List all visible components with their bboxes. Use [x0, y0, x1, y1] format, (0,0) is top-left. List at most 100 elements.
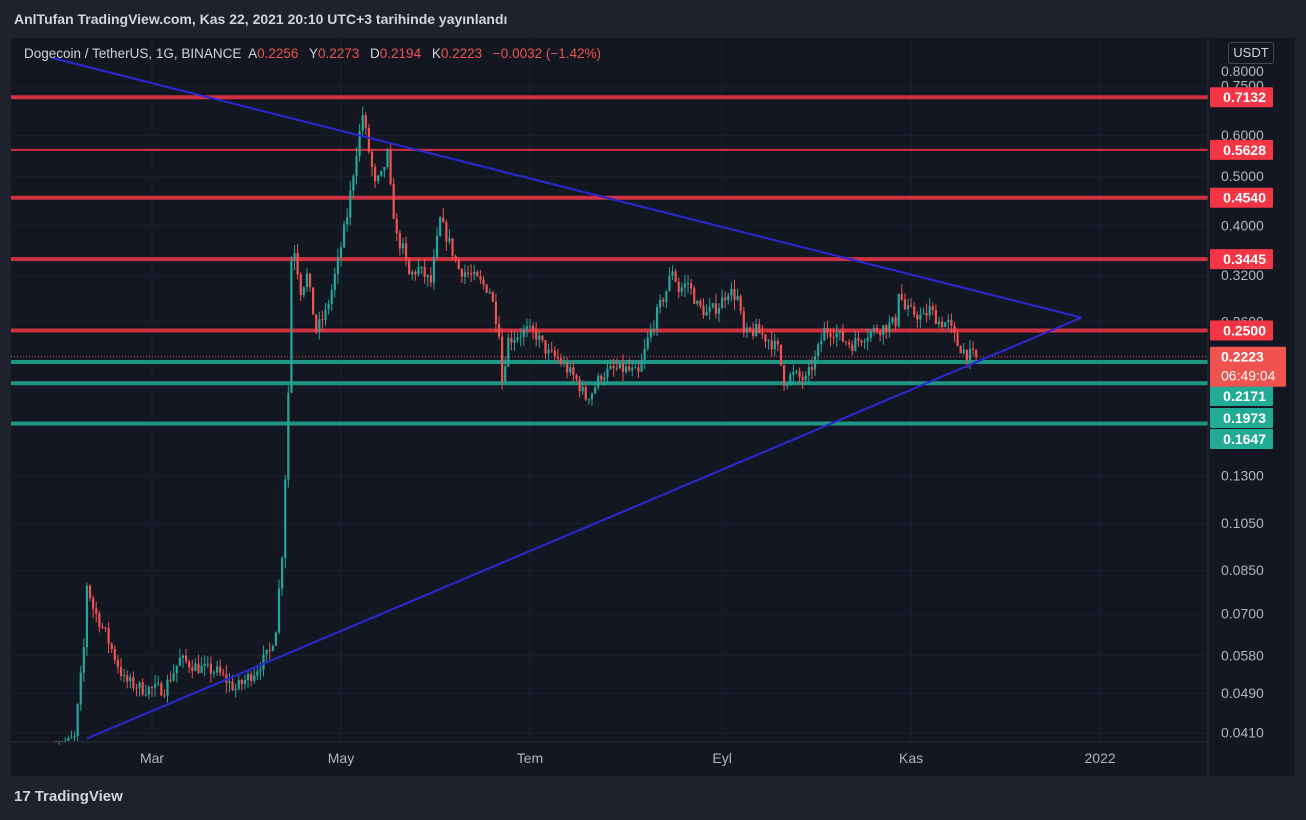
candle-body — [590, 393, 594, 400]
price-tick-label: 0.0850 — [1221, 562, 1264, 578]
candle-body — [919, 314, 922, 320]
candle-body — [321, 319, 324, 321]
price-tick-label: 0.3200 — [1221, 267, 1264, 283]
candle-body — [875, 327, 879, 333]
candle-body — [916, 314, 919, 320]
candle-body — [913, 306, 916, 315]
candle-body — [869, 331, 872, 338]
trendlines[interactable] — [52, 57, 1082, 740]
candle-body — [327, 303, 330, 310]
price-tick-label: 0.5000 — [1221, 168, 1264, 184]
candle-body — [671, 271, 674, 276]
close-label: K — [431, 46, 441, 61]
candle-body — [668, 275, 671, 291]
candle-body — [129, 677, 132, 682]
candle-body — [621, 362, 625, 372]
candle-body — [940, 321, 944, 328]
candle-body — [70, 737, 73, 739]
candle-body — [879, 332, 882, 336]
candle-body — [85, 585, 89, 648]
candle-body — [897, 293, 900, 327]
candle-body — [640, 360, 643, 372]
candle-body — [513, 339, 516, 343]
candle-body — [231, 681, 234, 691]
candle-body — [346, 217, 349, 225]
candle-body — [144, 694, 147, 696]
candle-body — [804, 375, 807, 381]
candle-body — [798, 371, 801, 377]
candle-body — [612, 365, 615, 368]
candle-body — [448, 238, 451, 242]
candle-body — [649, 329, 652, 338]
candle-body — [770, 340, 773, 350]
candle-body — [937, 321, 941, 325]
candle-body — [175, 665, 178, 674]
candle-body — [891, 317, 894, 323]
symbol-name[interactable]: Dogecoin / TetherUS, 1G, BINANCE — [24, 46, 242, 61]
level-price-label: 0.4540 — [1223, 190, 1266, 206]
candle-body — [928, 306, 931, 316]
candle-body — [628, 366, 631, 371]
candle-body — [256, 671, 259, 676]
chart-pane[interactable] — [11, 38, 1295, 776]
candle-body — [401, 243, 405, 249]
candle-body — [494, 301, 498, 324]
candle-body — [841, 331, 845, 342]
candle-body — [547, 349, 550, 354]
publication-header: AnlTufan TradingView.com, Kas 22, 2021 2… — [0, 0, 1306, 38]
candle-body — [491, 291, 494, 302]
candle-body — [556, 356, 559, 359]
candle-body — [888, 322, 891, 332]
time-axis[interactable]: Mar May Tem Eyl Kas 2022 — [140, 750, 1116, 766]
publication-info: AnlTufan TradingView.com, Kas 22, 2021 2… — [14, 11, 508, 27]
candle-body — [677, 281, 680, 292]
time-tick-label: Kas — [899, 750, 923, 766]
candle-body — [268, 649, 271, 651]
candle-body — [361, 115, 364, 131]
candle-body — [863, 341, 866, 343]
candle-body — [228, 681, 231, 683]
candle-body — [497, 323, 501, 337]
candle-body — [531, 325, 535, 331]
trendline[interactable] — [52, 57, 1082, 319]
candle-body — [739, 295, 742, 312]
candle-body — [302, 287, 305, 296]
candle-body — [575, 375, 578, 380]
candle-body — [767, 340, 770, 342]
candle-body — [516, 337, 519, 340]
candle-body — [336, 257, 340, 274]
candle-body — [968, 348, 972, 361]
candle-body — [544, 340, 547, 354]
candle-body — [813, 356, 817, 370]
support-price-label: 0.1647 — [1223, 431, 1266, 447]
candle-body — [212, 672, 216, 674]
candle-body — [67, 738, 70, 741]
time-tick-label: May — [328, 750, 354, 766]
candle-body — [662, 299, 665, 302]
horizontal-levels[interactable] — [11, 95, 1208, 426]
candle-body — [219, 666, 222, 673]
candle-body — [194, 663, 197, 672]
candle-body — [178, 657, 181, 666]
candle-body — [445, 222, 448, 242]
candle-body — [922, 312, 925, 315]
candle-body — [504, 366, 507, 382]
candle-body — [665, 290, 668, 302]
candle-body — [690, 283, 693, 289]
price-tick-label: 0.0490 — [1221, 685, 1264, 701]
candle-body — [624, 366, 628, 372]
currency-unit-button[interactable]: USDT — [1228, 42, 1274, 64]
trendline[interactable] — [86, 316, 1082, 740]
candle-body — [786, 383, 789, 386]
candles — [54, 106, 978, 745]
candle-body — [206, 663, 209, 665]
candle-body — [457, 259, 460, 270]
support-price-label-bg — [1210, 386, 1273, 406]
open-label: A — [248, 46, 258, 61]
candle-body — [615, 367, 618, 369]
candle-body — [476, 271, 479, 277]
candle-body — [826, 328, 829, 334]
candle-body — [101, 626, 104, 628]
candle-body — [82, 647, 85, 673]
